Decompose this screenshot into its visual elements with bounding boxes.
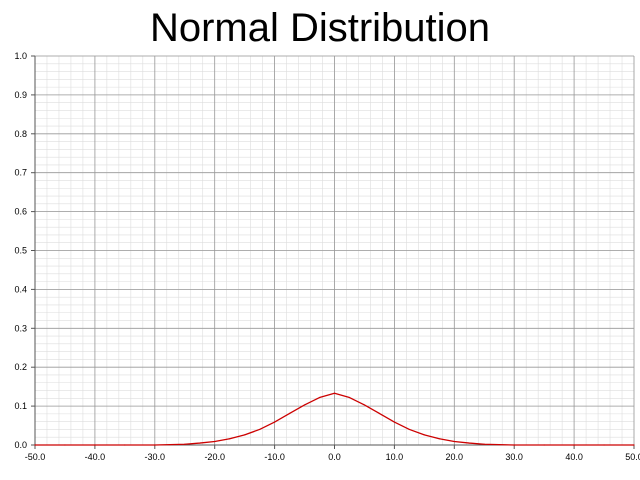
x-tick-label: 50.0: [625, 452, 640, 462]
x-tick-label: -20.0: [204, 452, 225, 462]
data-point: [408, 428, 410, 431]
data-point: [423, 434, 425, 436]
data-point: [468, 442, 470, 444]
data-point: [573, 444, 575, 446]
data-point: [259, 428, 261, 431]
x-tick-label: 20.0: [446, 452, 464, 462]
data-point: [303, 404, 306, 406]
x-tick-label: -10.0: [264, 452, 285, 462]
data-point: [393, 421, 395, 423]
x-tick-label: 0.0: [328, 452, 341, 462]
y-tick-label: 0.0: [14, 440, 27, 450]
data-point: [318, 396, 321, 399]
y-tick-label: 0.5: [14, 246, 27, 256]
axes: [31, 55, 635, 449]
y-tick-label: 0.4: [14, 284, 27, 294]
x-axis-tick-labels: -50.0 -40.0 -30.0 -20.0 -10.0 0.0 10.0 20.0 30.0…: [25, 452, 640, 462]
data-point: [169, 444, 171, 446]
y-tick-label: 0.6: [14, 207, 27, 217]
data-point: [274, 421, 276, 423]
chart-title: Normal Distribution: [149, 6, 491, 50]
x-tick-label: 40.0: [565, 452, 583, 462]
data-point: [199, 442, 201, 444]
data-point: [124, 444, 126, 446]
data-point: [64, 444, 66, 446]
y-tick-label: 0.8: [14, 129, 27, 139]
data-point: [543, 444, 545, 446]
data-point: [483, 443, 485, 445]
data-point: [498, 444, 500, 446]
data-point: [333, 392, 336, 394]
data-point: [184, 443, 186, 445]
y-tick-label: 0.3: [14, 323, 27, 333]
data-point: [363, 404, 366, 406]
data-point: [603, 444, 605, 446]
data-point: [288, 412, 291, 415]
y-tick-label: 0.1: [14, 401, 27, 411]
data-point: [214, 440, 216, 443]
x-tick-label: -50.0: [25, 452, 46, 462]
data-point: [244, 434, 246, 436]
data-point: [34, 444, 36, 446]
data-point: [348, 396, 351, 399]
data-point: [513, 444, 515, 446]
y-axis-tick-labels: 0.0 0.1 0.2 0.3 0.4 0.5 0.6 0.7 0.8 0.9 1.0: [14, 51, 27, 450]
major-gridlines: [34, 55, 635, 446]
y-tick-label: 0.2: [14, 362, 27, 372]
x-tick-label: -30.0: [145, 452, 166, 462]
x-tick-label: 10.0: [386, 452, 404, 462]
y-tick-label: 0.9: [14, 90, 27, 100]
series-layer: [34, 392, 635, 446]
data-point: [453, 440, 455, 443]
data-point: [633, 444, 635, 446]
data-point: [154, 444, 156, 446]
x-tick-label: 30.0: [505, 452, 523, 462]
data-point: [94, 444, 96, 446]
y-tick-label: 1.0: [14, 51, 27, 61]
data-point: [438, 438, 440, 440]
x-tick-label: -40.0: [85, 452, 106, 462]
y-tick-label: 0.7: [14, 168, 27, 178]
data-point: [229, 438, 231, 440]
data-point: [378, 412, 381, 415]
